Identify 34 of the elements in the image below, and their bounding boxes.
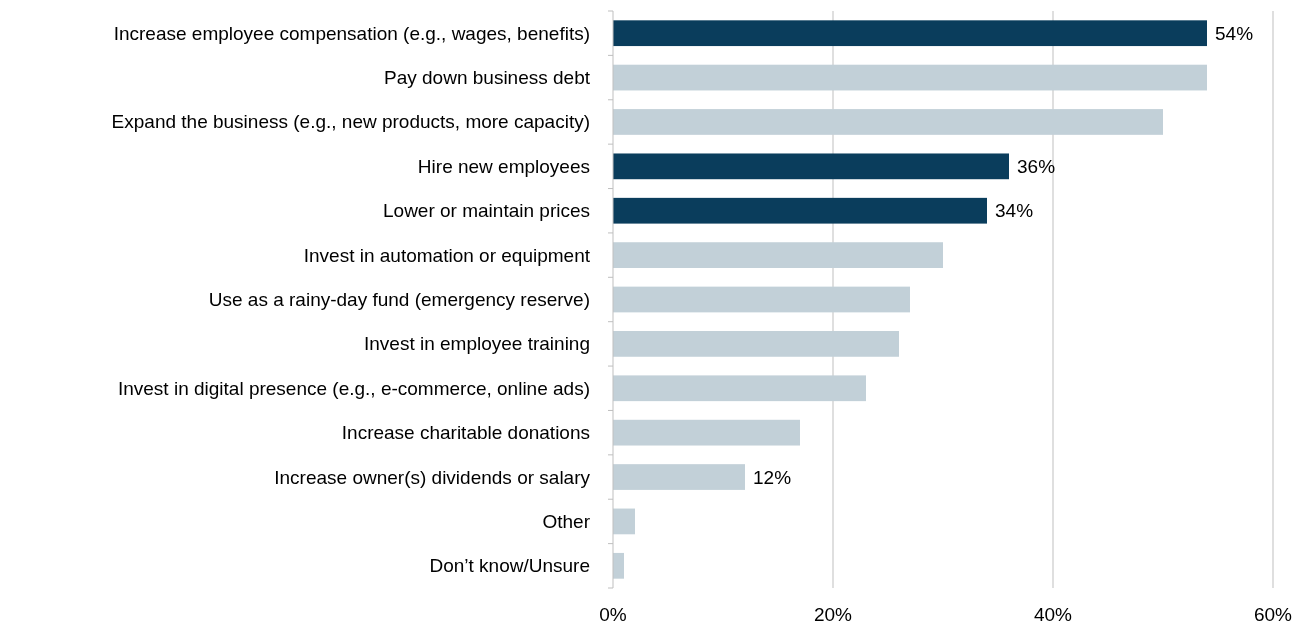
data-label: 34%: [995, 200, 1034, 222]
y-tick-label: Don’t know/Unsure: [429, 555, 590, 577]
y-tick-label: Expand the business (e.g., new products, more capacity): [111, 111, 590, 133]
bar: [613, 419, 800, 446]
y-tick-label: Invest in digital presence (e.g., e-commerce, online ads): [117, 377, 590, 399]
y-tick-label: Increase employee compensation (e.g., wages, benefits): [113, 22, 590, 44]
y-tick-label: Increase charitable donations: [341, 422, 590, 444]
x-tick-label: 40%: [1033, 604, 1073, 625]
y-tick-label: Invest in automation or equipment: [303, 244, 591, 266]
data-label: 36%: [1017, 155, 1056, 177]
bar: [613, 242, 943, 268]
bar: [613, 331, 899, 357]
x-tick-label: 0%: [599, 604, 627, 625]
y-tick-label: Invest in employee training: [363, 333, 590, 355]
data-label: 54%: [1215, 22, 1254, 44]
bar: [613, 197, 987, 224]
bar: [613, 20, 1207, 47]
y-tick-label: Other: [542, 510, 591, 532]
bar: [613, 375, 866, 402]
bar: [613, 464, 745, 490]
bar: [613, 286, 910, 313]
bar: [613, 552, 624, 579]
bar: [613, 153, 1009, 180]
data-label: 12%: [753, 466, 792, 488]
x-tick-label: 20%: [813, 604, 853, 625]
y-tick-label: Hire new employees: [417, 155, 590, 177]
bar: [613, 508, 635, 535]
y-tick-label: Use as a rainy-day fund (emergency reserve): [208, 289, 590, 310]
y-tick-label: Pay down business debt: [384, 67, 591, 89]
bar: [613, 64, 1207, 91]
y-tick-label: Increase owner(s) dividends or salary: [274, 466, 591, 488]
x-tick-label: 60%: [1253, 604, 1293, 625]
bar: [613, 109, 1163, 135]
y-tick-label: Lower or maintain prices: [383, 200, 590, 222]
